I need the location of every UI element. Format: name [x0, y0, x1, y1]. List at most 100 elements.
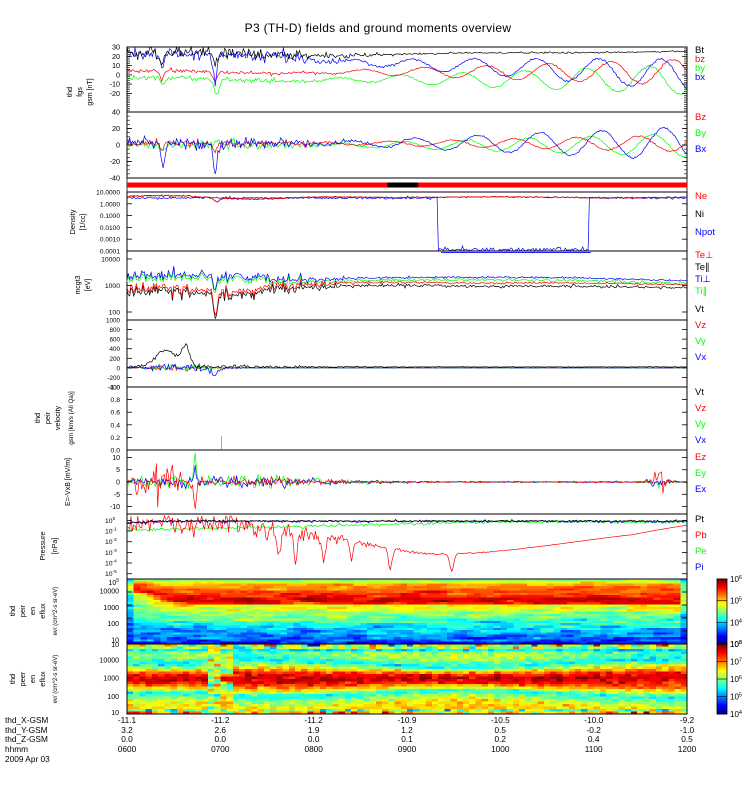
- svg-text:0.0: 0.0: [215, 734, 227, 744]
- svg-text:1000: 1000: [105, 283, 120, 290]
- svg-text:ev/ (cm^2-s sr-eV): ev/ (cm^2-s sr-eV): [53, 655, 59, 704]
- svg-text:Pressure: Pressure: [38, 531, 47, 560]
- svg-text:0.2: 0.2: [111, 435, 121, 442]
- svg-text:0800: 0800: [304, 744, 323, 754]
- svg-text:gsm [nT]: gsm [nT]: [87, 78, 94, 105]
- svg-text:ev/ (cm^2-s sr-eV): ev/ (cm^2-s sr-eV): [53, 587, 59, 636]
- svg-text:10000: 10000: [101, 257, 120, 264]
- svg-text:Vz: Vz: [695, 320, 706, 331]
- svg-text:en: en: [28, 607, 37, 615]
- svg-text:1.0: 1.0: [111, 385, 121, 392]
- svg-text:10: 10: [112, 455, 120, 462]
- svg-text:eflux: eflux: [38, 671, 47, 687]
- svg-text:Bx: Bx: [695, 144, 706, 155]
- svg-text:0.6: 0.6: [111, 410, 121, 417]
- svg-text:-5: -5: [114, 492, 120, 499]
- svg-text:10.0000: 10.0000: [96, 190, 120, 197]
- svg-text:600: 600: [109, 337, 120, 344]
- svg-text:0.1000: 0.1000: [100, 213, 121, 220]
- svg-text:-10.5: -10.5: [491, 715, 510, 725]
- svg-text:Vt: Vt: [695, 304, 704, 315]
- svg-text:Vx: Vx: [695, 435, 706, 446]
- svg-text:peer: peer: [18, 671, 27, 686]
- svg-text:800: 800: [109, 327, 120, 334]
- svg-text:[1/cc]: [1/cc]: [80, 214, 87, 231]
- svg-text:0.0001: 0.0001: [100, 249, 121, 256]
- svg-text:P3 (TH-D) fields and ground mo: P3 (TH-D) fields and ground moments over…: [245, 21, 512, 35]
- svg-text:1000: 1000: [106, 318, 121, 325]
- svg-text:-40: -40: [110, 174, 120, 183]
- svg-text:1200: 1200: [678, 744, 697, 754]
- svg-text:Ni: Ni: [695, 209, 704, 220]
- svg-text:0.1: 0.1: [401, 734, 413, 744]
- svg-text:[eV]: [eV]: [85, 279, 92, 292]
- svg-text:Density: Density: [68, 209, 77, 234]
- svg-text:10000: 10000: [100, 657, 120, 664]
- svg-text:Ne: Ne: [695, 191, 707, 202]
- svg-text:0600: 0600: [118, 744, 137, 754]
- svg-text:-10: -10: [110, 80, 120, 89]
- svg-text:10: 10: [112, 61, 120, 70]
- svg-text:0.4: 0.4: [588, 734, 600, 744]
- svg-text:hhmm: hhmm: [5, 744, 28, 754]
- svg-text:E=-VxB [mV/m]: E=-VxB [mV/m]: [65, 458, 72, 506]
- svg-text:0.8: 0.8: [111, 397, 121, 404]
- svg-text:Bz: Bz: [695, 112, 706, 123]
- svg-text:Te⊥: Te⊥: [695, 250, 713, 261]
- svg-text:Vz: Vz: [695, 403, 706, 414]
- svg-text:0.0: 0.0: [121, 734, 133, 744]
- svg-text:Pi: Pi: [695, 562, 703, 573]
- svg-text:1100: 1100: [585, 744, 603, 754]
- svg-text:0.0010: 0.0010: [100, 237, 121, 244]
- svg-text:Ex: Ex: [695, 484, 706, 495]
- svg-text:0.0100: 0.0100: [100, 225, 121, 232]
- svg-text:0700: 0700: [211, 744, 230, 754]
- svg-text:20: 20: [112, 124, 120, 133]
- svg-text:1000: 1000: [103, 605, 119, 612]
- svg-text:-11.2: -11.2: [305, 715, 324, 725]
- svg-text:-11.2: -11.2: [211, 715, 230, 725]
- svg-text:bx: bx: [695, 72, 705, 83]
- svg-text:0.2: 0.2: [495, 734, 507, 744]
- svg-text:peir: peir: [18, 604, 27, 617]
- svg-text:5: 5: [116, 467, 120, 474]
- svg-text:200: 200: [109, 356, 120, 363]
- svg-text:Vy: Vy: [695, 336, 706, 347]
- svg-text:0: 0: [116, 141, 120, 150]
- svg-text:-10: -10: [110, 504, 120, 511]
- svg-text:-200: -200: [107, 375, 120, 382]
- svg-text:-20: -20: [110, 157, 120, 166]
- svg-text:20: 20: [112, 52, 120, 61]
- svg-text:-11.1: -11.1: [118, 715, 137, 725]
- svg-text:thd: thd: [65, 87, 74, 97]
- svg-text:Te∥: Te∥: [695, 262, 710, 273]
- svg-text:mcgt3: mcgt3: [75, 275, 82, 294]
- svg-text:0900: 0900: [398, 744, 417, 754]
- svg-text:eflux: eflux: [38, 603, 47, 619]
- svg-text:0.4: 0.4: [111, 422, 121, 429]
- svg-text:Pt: Pt: [695, 514, 704, 525]
- svg-text:-20: -20: [110, 89, 120, 98]
- svg-text:Vx: Vx: [695, 352, 706, 363]
- svg-text:Npot: Npot: [695, 227, 715, 238]
- svg-text:0: 0: [116, 365, 120, 372]
- svg-text:-10.0: -10.0: [584, 715, 603, 725]
- svg-text:thd: thd: [8, 674, 17, 684]
- svg-text:10: 10: [111, 642, 119, 649]
- svg-text:30: 30: [112, 43, 120, 52]
- svg-text:0.0: 0.0: [308, 734, 320, 744]
- svg-text:Ey: Ey: [695, 468, 706, 479]
- svg-text:thd_Z-GSM: thd_Z-GSM: [5, 734, 48, 744]
- svg-text:gsm [km/s (All Qa)]: gsm [km/s (All Qa)]: [68, 391, 75, 445]
- svg-text:Ti∥: Ti∥: [695, 286, 707, 297]
- svg-text:1.0000: 1.0000: [100, 201, 121, 208]
- svg-text:Ez: Ez: [695, 452, 706, 463]
- svg-text:By: By: [695, 128, 706, 139]
- svg-text:en: en: [28, 675, 37, 683]
- svg-text:-10.9: -10.9: [398, 715, 417, 725]
- svg-text:40: 40: [112, 108, 120, 117]
- svg-text:100: 100: [107, 694, 119, 701]
- svg-text:Pe: Pe: [695, 546, 707, 557]
- svg-text:0: 0: [116, 480, 120, 487]
- svg-text:100: 100: [109, 310, 121, 317]
